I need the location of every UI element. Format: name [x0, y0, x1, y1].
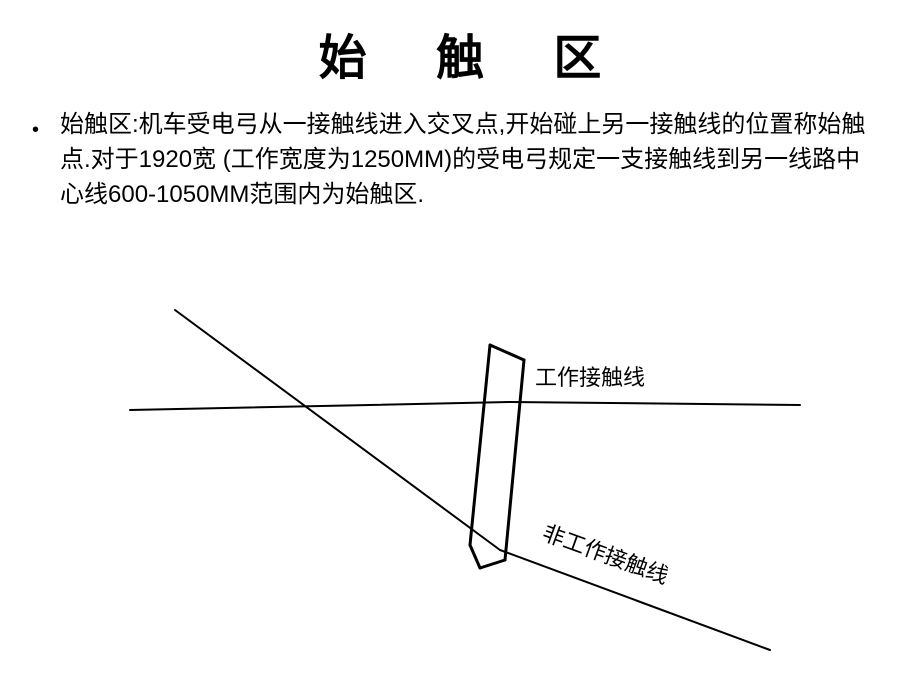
- diagram: 工作接触线 非工作接触线: [80, 255, 820, 675]
- working-contact-label: 工作接触线: [535, 360, 645, 392]
- description-block: • 始触区:机车受电弓从一接触线进入交叉点,开始碰上另一接触线的位置称始触点.对…: [0, 88, 920, 212]
- page-title: 始 触 区: [0, 0, 920, 88]
- bullet-icon: •: [32, 116, 39, 145]
- description-text: 始触区:机车受电弓从一接触线进入交叉点,开始碰上另一接触线的位置称始触点.对于1…: [60, 111, 865, 208]
- schematic-svg: [80, 255, 820, 675]
